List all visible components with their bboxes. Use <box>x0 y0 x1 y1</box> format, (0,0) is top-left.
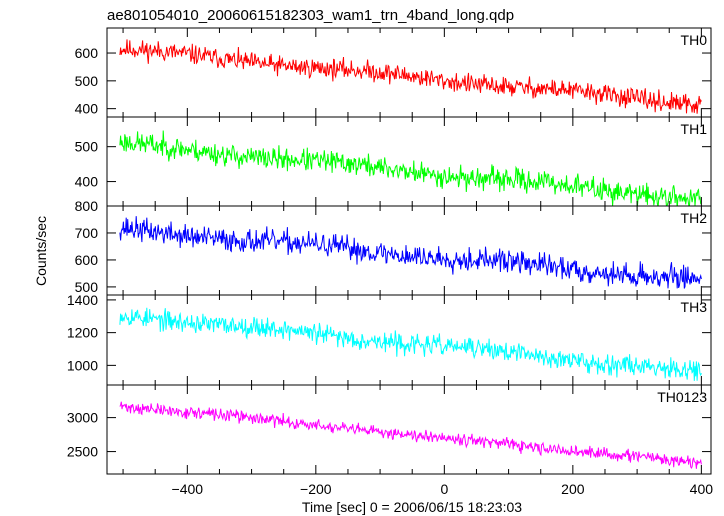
panel-label: TH2 <box>681 210 708 226</box>
series-line-th0123 <box>119 401 702 470</box>
y-tick-label: 700 <box>75 225 99 241</box>
y-axis-label: Counts/sec <box>33 216 49 286</box>
panel-label: TH1 <box>681 121 708 137</box>
y-tick-label: 500 <box>75 279 99 295</box>
panel-th0123: 2500 3000 TH0123 <box>67 384 712 475</box>
y-tick-label: 800 <box>75 198 99 214</box>
y-tick-label: 500 <box>75 73 99 89</box>
y-tick-label: 1400 <box>67 292 98 308</box>
panels-group: 400 500 600 TH0 400 500 TH1 500 600 700 800 TH2 1000… <box>67 27 714 497</box>
y-tick-label: 400 <box>75 101 99 117</box>
panel-label: TH0123 <box>657 389 707 405</box>
x-tick-label: −200 <box>300 481 332 497</box>
y-tick-label: 400 <box>75 174 99 190</box>
x-tick-label: 200 <box>561 481 585 497</box>
panel-th3: 1000 1200 1400 TH3 <box>67 292 712 386</box>
panel-frame <box>106 384 712 475</box>
panel-th1: 400 500 TH1 <box>75 116 712 207</box>
y-tick-label: 500 <box>75 139 99 155</box>
panel-label: TH3 <box>681 299 708 315</box>
panel-frame <box>106 205 712 296</box>
y-tick-label: 600 <box>75 45 99 61</box>
x-tick-label: 400 <box>690 481 714 497</box>
panel-th0: 400 500 600 TH0 <box>75 27 712 118</box>
y-tick-label: 1200 <box>67 325 98 341</box>
series-line-th2 <box>119 216 702 289</box>
panel-th2: 500 600 700 800 TH2 <box>75 198 712 296</box>
x-tick-label: 0 <box>440 481 448 497</box>
x-tick-label: −400 <box>172 481 204 497</box>
series-line-th3 <box>119 307 702 381</box>
panel-frame <box>106 294 712 386</box>
y-tick-label: 3000 <box>67 410 98 426</box>
chart-title: ae801054010_20060615182303_wam1_trn_4ban… <box>107 7 514 24</box>
panel-label: TH0 <box>681 32 708 48</box>
y-tick-label: 1000 <box>67 357 98 373</box>
x-axis-label: Time [sec] 0 = 2006/06/15 18:23:03 <box>302 499 522 515</box>
y-tick-label: 600 <box>75 252 99 268</box>
series-line-th1 <box>119 130 702 206</box>
series-line-th0 <box>119 39 702 114</box>
y-tick-label: 2500 <box>67 444 98 460</box>
